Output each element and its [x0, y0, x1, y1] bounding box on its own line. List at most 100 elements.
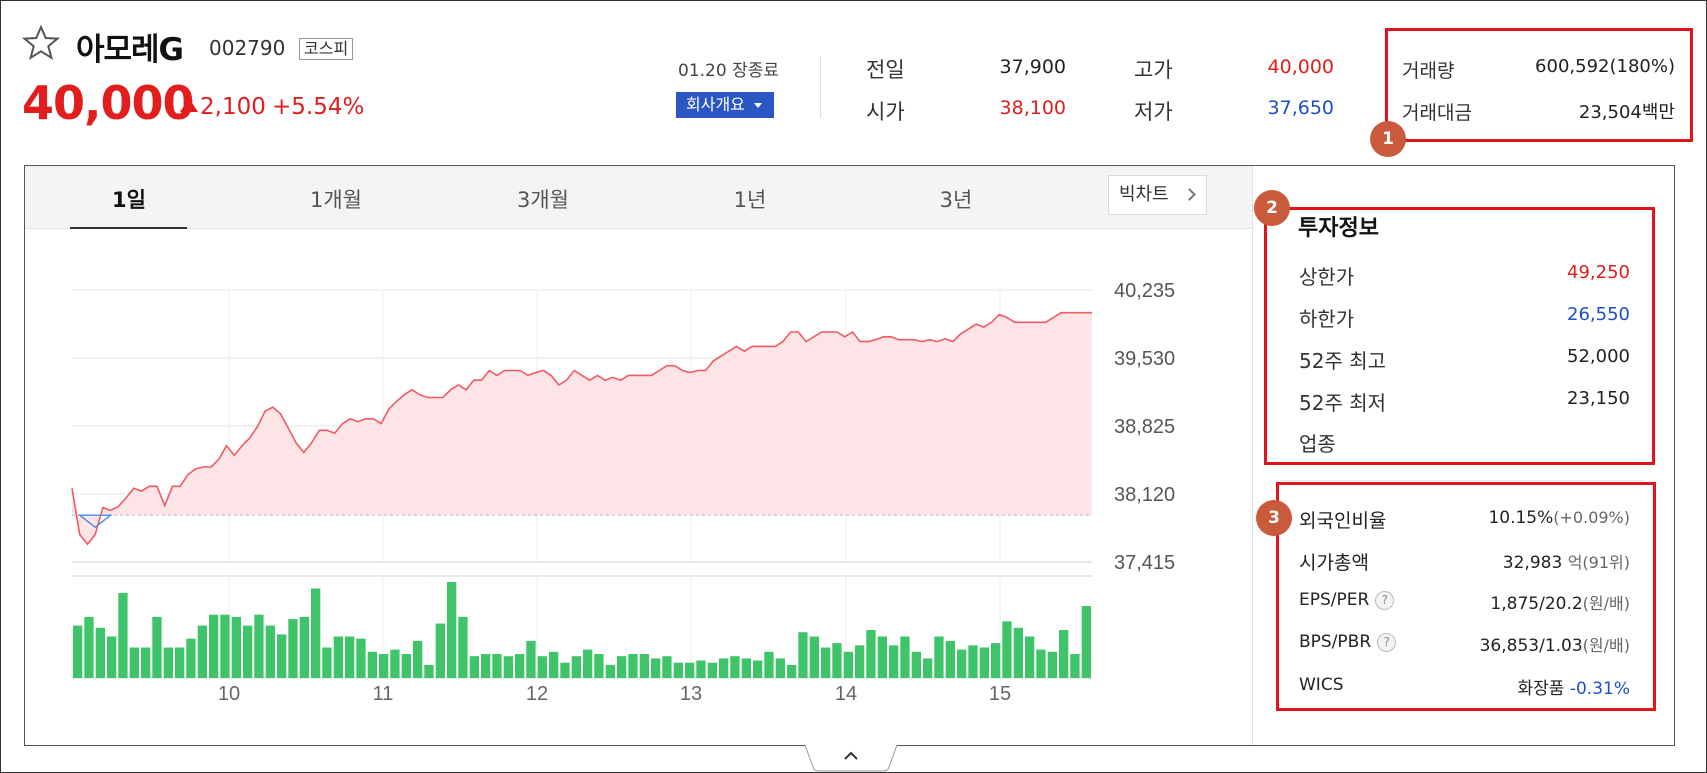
volume-bar	[639, 654, 649, 678]
volume-bar	[367, 651, 377, 678]
prev-close-value: 37,900	[999, 56, 1066, 78]
current-price: 40,000	[22, 76, 195, 130]
volume-bar	[84, 616, 94, 678]
volume-bar	[265, 625, 275, 678]
volume-bar	[288, 619, 298, 678]
foreign-ratio-label: 외국인비율	[1299, 510, 1387, 532]
volume-bar	[798, 632, 808, 678]
wics-sector: 화장품	[1517, 679, 1565, 699]
volume-bar	[719, 658, 729, 678]
volume-bar	[503, 656, 513, 678]
bps-help-icon[interactable]: ?	[1377, 633, 1397, 652]
volume-bar	[764, 651, 774, 678]
volume-bar	[311, 588, 321, 678]
volume-bar	[141, 647, 151, 678]
foreign-ratio-number: 10.15%	[1488, 508, 1554, 528]
volume-bar	[1081, 606, 1091, 678]
market-cap-number: 32,983	[1502, 553, 1563, 573]
invest-info-label-3: 52주 최저	[1299, 391, 1387, 415]
highlight-box-3	[1276, 482, 1656, 711]
collapse-chart-button[interactable]	[805, 745, 897, 773]
volume-bar	[855, 645, 865, 678]
volume-value: 600,592(180%)	[1535, 56, 1675, 77]
x-tick-label: 11	[373, 683, 394, 705]
market-tag: 코스피	[299, 38, 354, 60]
eps-help-icon[interactable]: ?	[1375, 591, 1395, 610]
volume-bar	[809, 636, 819, 678]
panel-divider	[1252, 166, 1253, 745]
invest-info-label-4: 업종	[1299, 432, 1336, 456]
volume-bar	[197, 625, 207, 678]
volume-bar	[163, 647, 173, 678]
bps-pbr-unit: (원/배)	[1582, 636, 1630, 655]
volume-bar	[866, 630, 876, 678]
volume-bar	[889, 645, 899, 678]
volume-bar	[481, 654, 491, 678]
company-overview-label: 회사개요	[686, 95, 745, 114]
chevron-up-icon	[844, 751, 858, 760]
high-value: 40,000	[1267, 56, 1334, 78]
annotation-badge-1: 1	[1370, 121, 1406, 157]
volume-bar	[537, 656, 547, 678]
market-close-status: 01.20 장종료	[678, 61, 779, 81]
volume-bar	[209, 614, 219, 678]
volume-bar	[605, 664, 615, 678]
header-divider	[820, 56, 821, 118]
invest-info-value-1: 26,550	[1567, 304, 1630, 325]
low-value: 37,650	[1267, 97, 1334, 119]
volume-bar	[968, 645, 978, 678]
volume-bar	[787, 664, 797, 678]
period-tab-bar	[25, 166, 1253, 229]
open-value: 38,100	[999, 97, 1066, 119]
volume-bar	[673, 662, 683, 678]
volume-bar	[73, 625, 83, 678]
volume-bar	[821, 647, 831, 678]
x-tick-label: 14	[835, 683, 857, 705]
volume-bar	[1070, 654, 1080, 678]
y-tick-label: 38,120	[1114, 484, 1175, 506]
volume-bar	[923, 658, 933, 678]
favorite-star-icon[interactable]	[22, 24, 60, 62]
tab-1year[interactable]: 1년	[733, 188, 767, 212]
bigchart-button[interactable]: 빅차트	[1108, 175, 1207, 215]
tab-1day[interactable]: 1일	[112, 188, 146, 212]
invest-info-value-3: 23,150	[1567, 388, 1630, 409]
volume-bar	[401, 654, 411, 678]
volume-bar	[435, 623, 445, 678]
invest-info-label-0: 상한가	[1299, 265, 1355, 289]
volume-bar	[1036, 649, 1046, 678]
tab-1month[interactable]: 1개월	[309, 188, 362, 212]
volume-bar	[911, 651, 921, 678]
market-cap-unit: 억	[1567, 553, 1583, 572]
volume-bar	[95, 627, 105, 678]
volume-bar	[175, 647, 185, 678]
invest-info-value-0: 49,250	[1567, 262, 1630, 283]
volume-bar	[1013, 627, 1023, 678]
volume-bar	[299, 616, 309, 678]
trade-amount-value: 23,504백만	[1578, 102, 1675, 123]
volume-bar	[549, 651, 559, 678]
volume-bar	[390, 649, 400, 678]
volume-label: 거래량	[1402, 60, 1455, 82]
eps-per-number: 1,875/20.2	[1490, 594, 1583, 614]
tab-3month[interactable]: 3개월	[516, 188, 569, 212]
eps-per-value: 1,875/20.2(원/배)	[1420, 590, 1630, 614]
company-overview-button[interactable]: 회사개요	[676, 92, 774, 118]
volume-bar	[231, 616, 241, 678]
tab-3year[interactable]: 3년	[939, 188, 973, 212]
volume-bar	[345, 636, 355, 678]
volume-bar	[877, 636, 887, 678]
volume-bar	[662, 656, 672, 678]
volume-bar	[379, 654, 389, 678]
info-separator	[1280, 480, 1645, 481]
volume-bar	[843, 651, 853, 678]
volume-bar	[1025, 636, 1035, 678]
annotation-badge-2: 2	[1254, 190, 1290, 226]
stock-name: 아모레G	[76, 32, 184, 68]
market-cap-label: 시가총액	[1299, 552, 1369, 574]
price-area	[72, 312, 1092, 545]
x-tick-label: 13	[680, 683, 702, 705]
eps-per-text: EPS/PER	[1299, 590, 1370, 610]
eps-per-unit: (원/배)	[1582, 594, 1630, 613]
wics-change: -0.31%	[1569, 679, 1630, 699]
